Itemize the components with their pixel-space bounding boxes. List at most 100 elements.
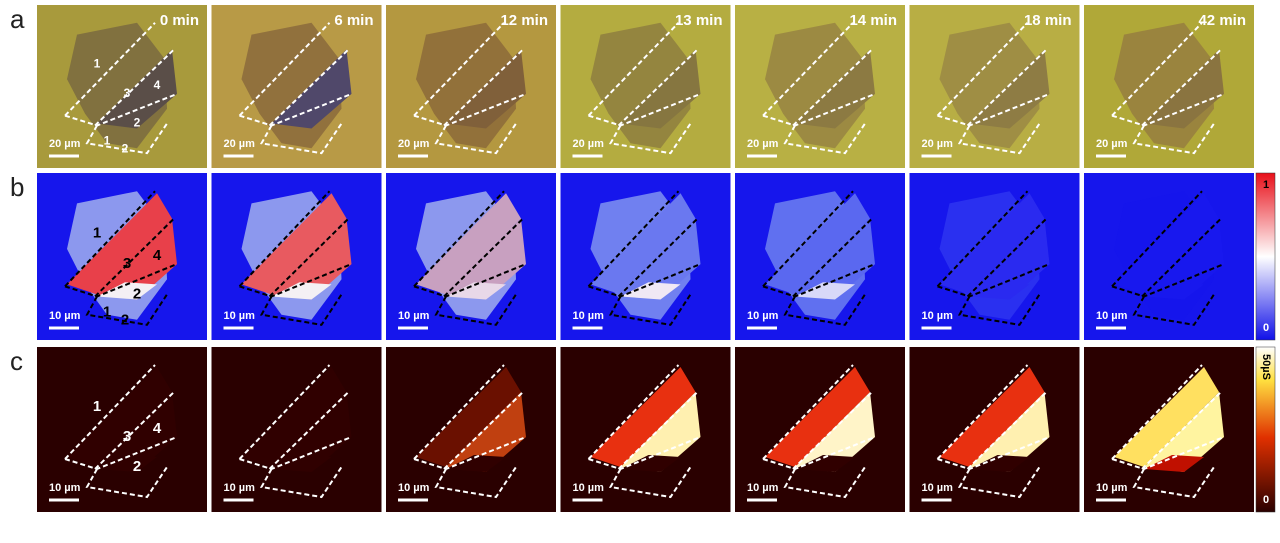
- panel: [386, 347, 556, 512]
- region-label: 1: [94, 56, 101, 70]
- region-outline: [936, 190, 1050, 326]
- region-label: 2: [133, 285, 141, 302]
- region: [271, 455, 332, 472]
- panel: [37, 5, 207, 168]
- region: [590, 367, 696, 467]
- region-label: 2: [121, 312, 129, 329]
- region-outline: [762, 190, 876, 326]
- panel: [1084, 173, 1254, 340]
- region: [446, 282, 506, 300]
- region: [446, 49, 526, 129]
- time-label: 6 min: [334, 12, 373, 29]
- panel: [1084, 5, 1254, 168]
- panel: [735, 5, 905, 168]
- region: [939, 193, 1045, 295]
- scale-bar-label: 10 µm: [747, 310, 779, 322]
- scale-bar-label: 10 µm: [922, 482, 954, 494]
- row-label: a: [10, 4, 25, 34]
- region-outline: [587, 364, 701, 499]
- scale-bar-label: 20 µm: [398, 138, 430, 150]
- panel: [37, 173, 207, 340]
- region: [969, 282, 1030, 300]
- region: [1114, 367, 1219, 467]
- panel: [909, 347, 1080, 512]
- region-outline: [64, 22, 178, 155]
- region-label: 4: [153, 420, 162, 437]
- region: [620, 392, 701, 472]
- region-outline: [587, 22, 701, 155]
- time-label: 18 min: [1024, 12, 1072, 29]
- region-outline: [238, 22, 352, 155]
- region-outline: [1111, 364, 1225, 499]
- scale-bar-label: 10 µm: [49, 482, 81, 494]
- scale-bar-label: 10 µm: [573, 482, 605, 494]
- time-label: 14 min: [849, 12, 897, 29]
- region: [795, 218, 875, 300]
- panel: [1084, 347, 1254, 512]
- region: [271, 392, 352, 472]
- region-outline: [238, 364, 352, 499]
- region-outline: [762, 364, 876, 499]
- region-outline: [413, 190, 527, 326]
- region-outline: [238, 190, 352, 326]
- region-label: 3: [124, 86, 131, 100]
- scale-bar-label: 10 µm: [1096, 482, 1128, 494]
- region: [67, 367, 172, 467]
- time-label: 13 min: [675, 12, 723, 29]
- region: [765, 193, 870, 295]
- panel: [211, 347, 382, 512]
- region-label: 1: [93, 398, 101, 415]
- region: [969, 218, 1050, 300]
- region: [271, 49, 352, 129]
- region-outline: [1111, 190, 1225, 326]
- region: [620, 49, 701, 129]
- colorbar-min-label: 0: [1263, 322, 1269, 334]
- panel: [560, 173, 731, 340]
- region: [67, 193, 172, 295]
- region: [795, 392, 875, 472]
- colorbar: [1255, 346, 1276, 513]
- panel: [909, 5, 1080, 168]
- scale-bar-label: 10 µm: [573, 310, 605, 322]
- row-label: c: [10, 346, 23, 376]
- region: [1144, 392, 1224, 472]
- panel: [735, 173, 905, 340]
- region: [1144, 49, 1224, 129]
- region: [620, 282, 681, 300]
- region: [416, 193, 521, 295]
- scale-bar-label: 20 µm: [1096, 138, 1128, 150]
- scale-bar-label: 10 µm: [747, 482, 779, 494]
- time-label: 12 min: [500, 12, 548, 29]
- region-outline: [587, 190, 701, 326]
- region-label: 3: [123, 255, 131, 272]
- colorbar-max-label: 50µS: [1260, 354, 1272, 380]
- region-label: 1: [103, 304, 111, 321]
- scale-bar-label: 20 µm: [49, 138, 81, 150]
- scale-bar-label: 10 µm: [224, 482, 256, 494]
- panel: [560, 347, 731, 512]
- region: [969, 49, 1050, 129]
- region-label: 1: [93, 225, 101, 242]
- region: [969, 392, 1050, 472]
- region: [1144, 282, 1204, 300]
- scale-bar-label: 20 µm: [224, 138, 256, 150]
- region-outline: [64, 190, 178, 326]
- region-label: 4: [153, 247, 162, 264]
- scale-bar-label: 10 µm: [49, 310, 81, 322]
- scale-bar-label: 20 µm: [747, 138, 779, 150]
- region: [795, 455, 855, 472]
- region-outline: [936, 22, 1050, 155]
- region: [97, 218, 177, 300]
- region: [271, 282, 332, 300]
- region: [620, 455, 681, 472]
- region: [97, 455, 157, 472]
- region: [1144, 455, 1204, 472]
- region: [446, 455, 506, 472]
- region: [765, 367, 870, 467]
- colorbar: [1255, 172, 1276, 341]
- region: [1144, 218, 1224, 300]
- region: [795, 282, 855, 300]
- region: [97, 392, 177, 472]
- colorbar-min-label: 0: [1263, 494, 1269, 506]
